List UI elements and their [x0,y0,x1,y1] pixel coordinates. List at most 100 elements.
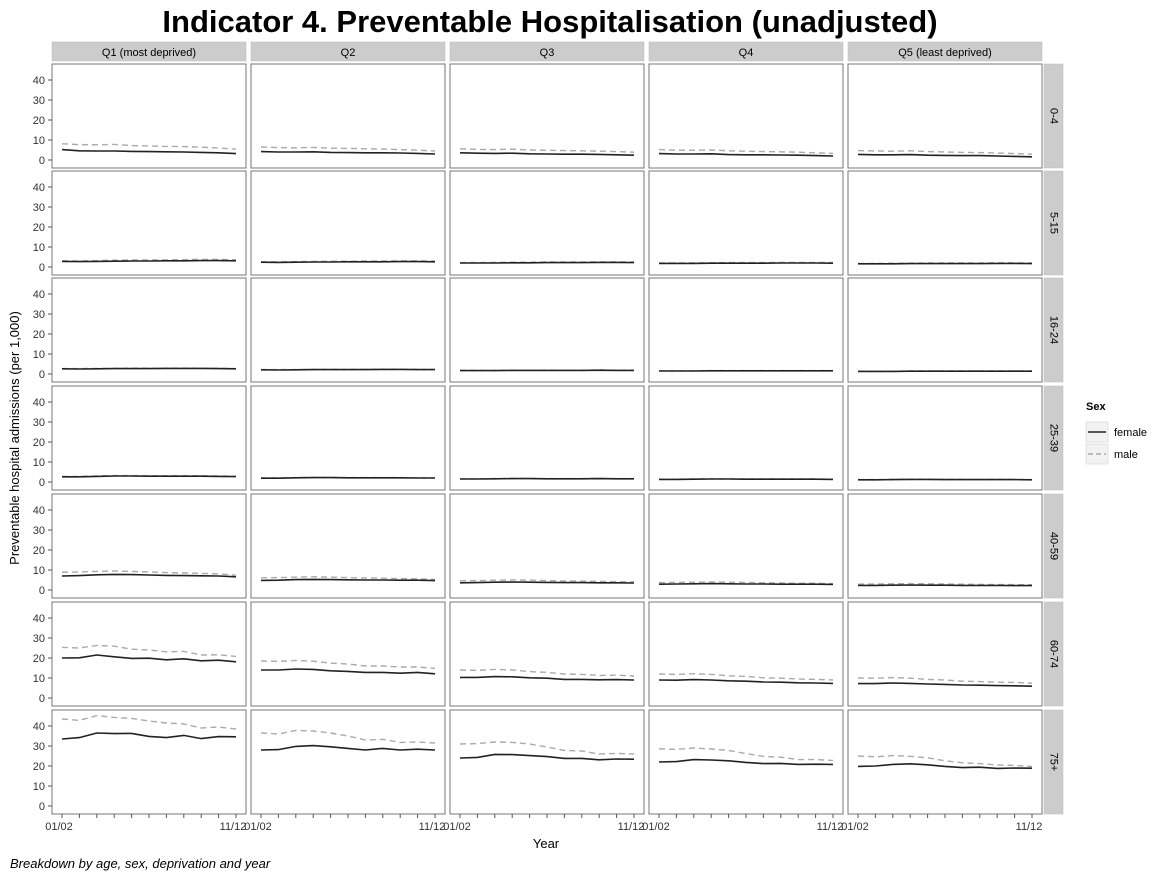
y-tick-label: 20 [33,653,45,665]
x-tick-label: 01/02 [642,821,670,833]
x-tick-label: 11/12 [220,821,247,833]
panel-frame [648,385,844,491]
facet-row-label: 40-59 [1048,532,1060,560]
x-tick-label: 01/02 [443,821,471,833]
facet-column-label: Q3 [540,47,555,59]
facet-column-label: Q2 [341,47,356,59]
y-tick-label: 30 [33,309,45,321]
y-tick-label: 40 [33,182,45,194]
facet-column-strip [51,41,247,62]
series-line-male [459,668,635,677]
panel-frame [648,277,844,383]
panel-frame [250,493,446,599]
y-tick-label: 10 [33,781,45,793]
panel-frame [51,277,247,383]
y-tick-label: 10 [33,349,45,361]
panel-frame [51,709,247,815]
y-tick-label: 40 [33,75,45,87]
y-tick-label: 20 [33,115,45,127]
facet-column-label: Q5 (least deprived) [898,47,992,59]
facet-row-strip [1043,385,1064,491]
x-tick-label: 11/12 [1016,821,1043,833]
facet-row-label: 0-4 [1048,108,1060,124]
facet-row-label: 5-15 [1048,212,1060,234]
series-line-female [858,682,1033,687]
series-line-female [857,762,1033,770]
y-tick-label: 0 [39,262,45,274]
panel-frame [250,709,446,815]
x-tick-label: 01/02 [45,821,73,833]
series-line-male [61,644,237,658]
x-tick-label: 01/02 [841,821,869,833]
y-tick-label: 0 [39,369,45,381]
y-tick-label: 0 [39,585,45,597]
series-line-female [260,150,436,155]
series-line-female [61,148,237,155]
series-line-female [460,675,635,681]
panel-frame [847,385,1043,491]
y-tick-label: 0 [39,155,45,167]
series-line-female [857,153,1033,158]
y-tick-label: 0 [39,477,45,489]
y-tick-label: 10 [33,565,45,577]
series-line-male [459,579,635,583]
y-tick-label: 10 [33,457,45,469]
panel-frame [449,170,645,276]
y-tick-label: 30 [33,633,45,645]
series-line-male [61,258,237,262]
y-tick-label: 30 [33,525,45,537]
series-line-female [658,678,834,685]
panel-frame [51,601,247,707]
x-axis-title: Year [533,836,560,851]
series-line-female [62,475,237,478]
series-line-male [61,570,237,576]
facet-row-label: 25-39 [1048,424,1060,452]
series-line-female [61,732,237,740]
y-tick-label: 40 [33,613,45,625]
series-line-female [61,654,237,663]
facet-column-label: Q4 [739,47,754,59]
series-line-male [857,582,1033,586]
series-line-female [460,261,635,264]
legend-label: female [1114,427,1147,439]
series-line-female [61,573,237,578]
facet-column-strip [847,41,1043,62]
series-line-female [260,744,436,751]
y-tick-label: 20 [33,437,45,449]
y-tick-label: 30 [33,95,45,107]
y-tick-label: 10 [33,135,45,147]
facet-row-label: 60-74 [1048,640,1060,668]
panel-frame [449,601,645,707]
y-tick-label: 20 [33,329,45,341]
facet-column-strip [250,41,446,62]
facet-column-strip [648,41,844,62]
series-line-female [858,584,1032,587]
panel-frame [51,493,247,599]
panel-frame [250,385,446,491]
panel-frame [250,601,446,707]
y-tick-label: 20 [33,545,45,557]
series-line-female [459,152,635,156]
facet-row-strip [1043,709,1064,815]
panel-frame [847,170,1043,276]
panel-frame [51,170,247,276]
panel-frame [847,709,1043,815]
panel-frame [449,709,645,815]
panel-frame [847,493,1043,599]
series-line-male [658,581,834,585]
panel-frame [250,277,446,383]
series-line-male [61,143,237,150]
series-line-male [658,673,834,681]
panel-frame [449,277,645,383]
facet-row-strip [1043,170,1064,276]
series-line-male [857,676,1033,684]
chart-title: Indicator 4. Preventable Hospitalisation… [162,4,938,39]
legend-title: Sex [1086,401,1106,413]
series-line-male [857,754,1033,768]
series-line-male [658,747,834,762]
panel-frame [847,63,1043,169]
y-tick-label: 40 [33,721,45,733]
y-tick-label: 30 [33,202,45,214]
series-line-male [260,146,436,152]
panel-frame [449,63,645,169]
